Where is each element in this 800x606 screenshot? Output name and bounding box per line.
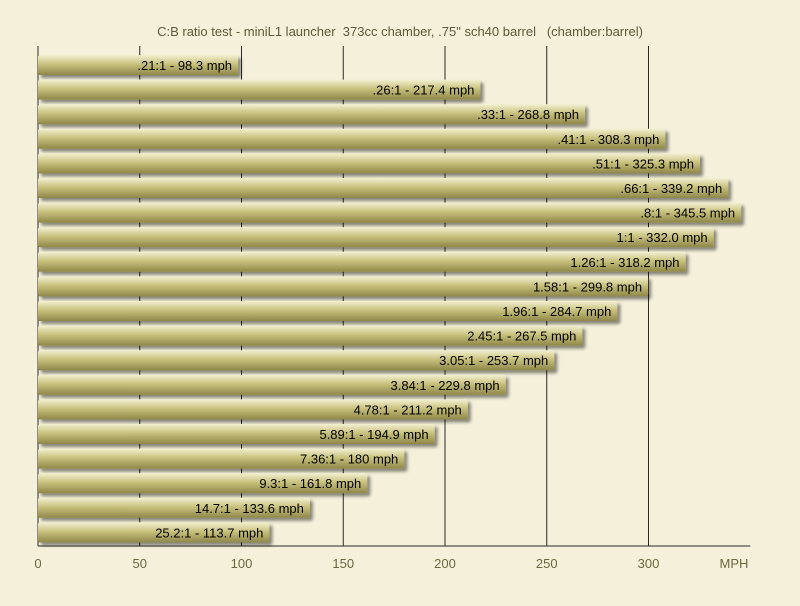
- bar: [38, 153, 700, 174]
- bar: [38, 227, 714, 248]
- bar-data-label: 14.7:1 - 133.6 mph: [195, 501, 304, 516]
- bar-group: 1.26:1 - 318.2 mph: [38, 251, 686, 272]
- bar-group: .33:1 - 268.8 mph: [38, 104, 586, 125]
- bar-group: 5.89:1 - 194.9 mph: [38, 424, 435, 444]
- bar-data-label: 1:1 - 332.0 mph: [617, 230, 708, 245]
- bar: [38, 178, 729, 198]
- bar-data-label: .21:1 - 98.3 mph: [137, 58, 232, 73]
- bar-group: .41:1 - 308.3 mph: [38, 128, 666, 149]
- x-tick-label: 300: [638, 556, 660, 571]
- bar-data-label: .8:1 - 345.5 mph: [640, 206, 735, 221]
- bar: [38, 325, 583, 346]
- bar-group: 14.7:1 - 133.6 mph: [38, 497, 310, 518]
- x-tick-label: 100: [231, 556, 253, 571]
- bar-group: 3.05:1 - 253.7 mph: [38, 350, 555, 371]
- bar-group: 25.2:1 - 113.7 mph: [38, 522, 270, 543]
- x-tick-label: 0: [34, 556, 41, 571]
- bar: [38, 55, 239, 75]
- bar-group: 7.36:1 - 180 mph: [38, 448, 405, 469]
- bar-group: .66:1 - 339.2 mph: [38, 178, 729, 198]
- bar-data-label: 9.3:1 - 161.8 mph: [259, 476, 361, 491]
- x-tick-label: 250: [536, 556, 558, 571]
- bar-group: 2.45:1 - 267.5 mph: [38, 325, 583, 346]
- bar-group: .21:1 - 98.3 mph: [38, 55, 239, 75]
- bar-data-label: .33:1 - 268.8 mph: [477, 107, 579, 122]
- bar: [38, 251, 686, 272]
- chart-title: C:B ratio test - miniL1 launcher 373cc c…: [157, 24, 643, 39]
- bar-group: .51:1 - 325.3 mph: [38, 153, 700, 174]
- bar: [38, 374, 506, 395]
- bar-data-label: 1.96:1 - 284.7 mph: [502, 304, 611, 319]
- x-axis-unit-label: MPH: [720, 556, 749, 571]
- bar: [38, 424, 435, 444]
- bar-data-label: 1.26:1 - 318.2 mph: [570, 255, 679, 270]
- bar-data-label: .26:1 - 217.4 mph: [373, 83, 475, 98]
- bar: [38, 128, 666, 149]
- bar-data-label: 1.58:1 - 299.8 mph: [533, 279, 642, 294]
- bar-data-label: .41:1 - 308.3 mph: [557, 132, 659, 147]
- bar-group: 1:1 - 332.0 mph: [38, 227, 714, 248]
- bar: [38, 448, 405, 469]
- bar: [38, 301, 618, 321]
- bar-group: 1.96:1 - 284.7 mph: [38, 301, 618, 321]
- bar-data-label: 25.2:1 - 113.7 mph: [155, 525, 263, 540]
- bar-group: 9.3:1 - 161.8 mph: [38, 473, 368, 494]
- bar-data-label: 2.45:1 - 267.5 mph: [467, 329, 576, 344]
- bar: [38, 497, 310, 518]
- x-tick-label: 50: [133, 556, 147, 571]
- bar-data-label: 3.84:1 - 229.8 mph: [391, 378, 500, 393]
- bar: [38, 522, 270, 543]
- bar: [38, 473, 368, 494]
- x-tick-label: 150: [332, 556, 354, 571]
- bar: [38, 79, 481, 100]
- bar-data-label: 7.36:1 - 180 mph: [300, 452, 398, 467]
- bar-group: .26:1 - 217.4 mph: [38, 79, 481, 100]
- bar-data-label: 5.89:1 - 194.9 mph: [319, 427, 428, 442]
- bar-data-label: .66:1 - 339.2 mph: [620, 181, 722, 196]
- bar-group: 3.84:1 - 229.8 mph: [38, 374, 506, 395]
- bar: [38, 350, 555, 371]
- bar: [38, 202, 742, 223]
- x-axis: 0 50 100 150 200 250 300: [34, 556, 659, 571]
- bar-group: 4.78:1 - 211.2 mph: [38, 399, 468, 420]
- bar: [38, 104, 586, 125]
- bar-data-label: 4.78:1 - 211.2 mph: [354, 402, 462, 417]
- bar: [38, 399, 468, 420]
- bar: [38, 276, 649, 297]
- bar-data-label: 3.05:1 - 253.7 mph: [439, 353, 548, 368]
- bars: .21:1 - 98.3 mph .26:1 - 217.4 mph.33:1 -…: [38, 55, 742, 543]
- bar-data-label: .51:1 - 325.3 mph: [592, 156, 694, 171]
- bar-group: .8:1 - 345.5 mph: [38, 202, 742, 223]
- x-tick-label: 200: [434, 556, 456, 571]
- bar-group: 1.58:1 - 299.8 mph: [38, 276, 649, 297]
